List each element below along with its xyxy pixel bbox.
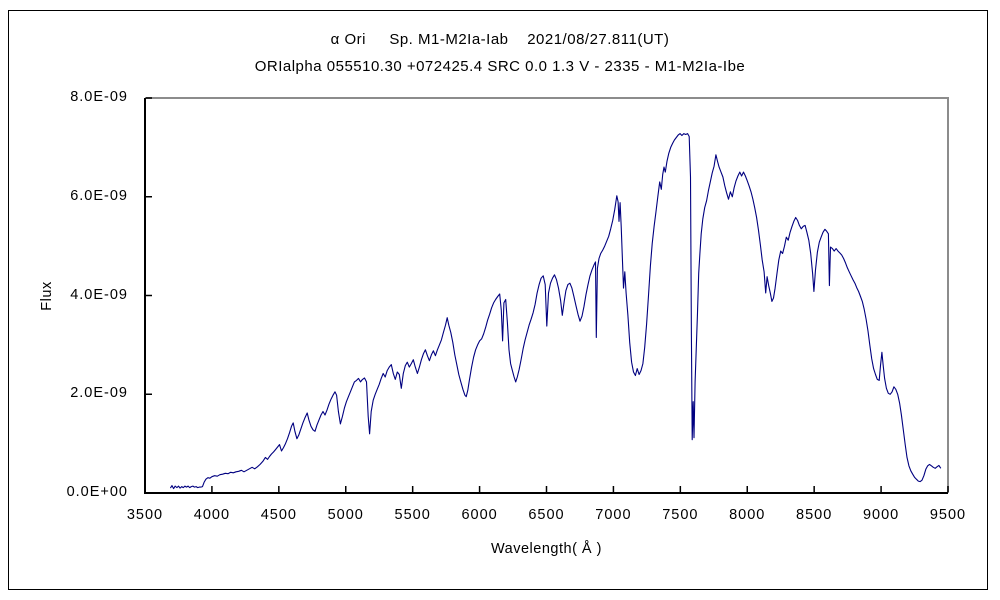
y-tick-label: 6.0E-09 [70,187,128,204]
x-tick-label: 9000 [862,507,900,523]
x-tick-label: 8500 [796,507,833,523]
x-tick-label: 9500 [929,507,967,523]
x-tick-label: 6500 [528,507,565,523]
y-tick-label: 4.0E-09 [70,286,128,303]
y-tick-label: 2.0E-09 [70,385,128,402]
x-tick-label: 5000 [327,507,364,523]
y-tick-label: 8.0E-09 [70,89,128,105]
outer-border [8,10,988,590]
x-tick-label: 7500 [662,507,699,523]
chart-title: α Ori Sp. M1-M2Ia-Iab 2021/08/27.811(UT) [330,31,670,48]
plot-frame [145,97,949,493]
x-tick-label: 3500 [126,507,164,523]
x-tick-label: 4500 [260,507,297,523]
spectrum-line [169,133,942,490]
x-tick-label: 6000 [461,507,498,523]
x-axis-title: Wavelength( Å ) [491,541,602,557]
x-tick-label: 8000 [729,507,766,523]
x-tick-label: 7000 [595,507,632,523]
y-tick-label: 0.0E+00 [66,484,128,500]
x-tick-label: 4000 [193,507,231,523]
chart-subtitle: ORIalpha 055510.30 +072425.4 SRC 0.0 1.3… [254,58,746,75]
axes [144,98,948,494]
x-tick-label: 5500 [394,507,431,523]
